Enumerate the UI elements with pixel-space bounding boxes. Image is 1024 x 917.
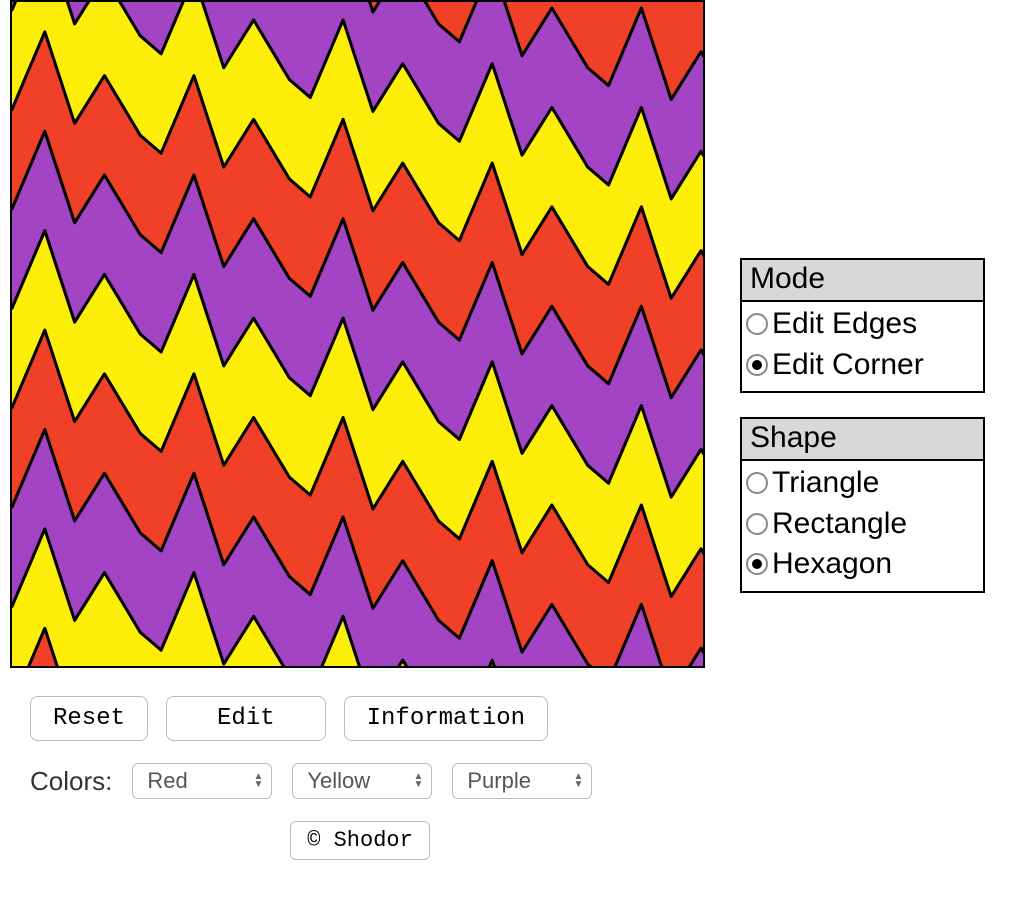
radio-icon: [746, 513, 768, 535]
color-select-2-value: Yellow: [307, 768, 370, 794]
shape-panel-title: Shape: [742, 419, 983, 461]
mode-panel-body: Edit EdgesEdit Corner: [742, 302, 983, 391]
mode-option-label: Edit Corner: [772, 345, 924, 386]
shape-panel-body: TriangleRectangleHexagon: [742, 461, 983, 591]
mode-option-label: Edit Edges: [772, 304, 917, 345]
radio-icon: [746, 553, 768, 575]
stepper-icon: [573, 773, 583, 789]
colors-label: Colors:: [30, 766, 112, 797]
radio-icon: [746, 354, 768, 376]
color-select-1-value: Red: [147, 768, 187, 794]
edit-button[interactable]: Edit: [166, 696, 326, 741]
color-select-1[interactable]: Red: [132, 763, 272, 799]
stepper-icon: [413, 773, 423, 789]
tessellation-svg: [12, 2, 703, 666]
main-area: Reset Edit Information Colors: Red Yello…: [10, 0, 710, 860]
shape-option-rectangle[interactable]: Rectangle: [746, 504, 979, 545]
shape-option-label: Rectangle: [772, 504, 907, 545]
reset-button[interactable]: Reset: [30, 696, 148, 741]
copyright-button[interactable]: © Shodor: [290, 821, 430, 860]
mode-option-edit-edges[interactable]: Edit Edges: [746, 304, 979, 345]
color-select-3[interactable]: Purple: [452, 763, 592, 799]
button-row: Reset Edit Information: [10, 696, 710, 741]
color-select-3-value: Purple: [467, 768, 531, 794]
color-select-2[interactable]: Yellow: [292, 763, 432, 799]
mode-option-edit-corner[interactable]: Edit Corner: [746, 345, 979, 386]
shape-option-triangle[interactable]: Triangle: [746, 463, 979, 504]
side-panels: Mode Edit EdgesEdit Corner Shape Triangl…: [740, 258, 985, 617]
footer-row: © Shodor: [10, 821, 710, 860]
shape-panel: Shape TriangleRectangleHexagon: [740, 417, 985, 593]
shape-option-hexagon[interactable]: Hexagon: [746, 544, 979, 585]
tessellation-canvas[interactable]: [10, 0, 705, 668]
stepper-icon: [253, 773, 263, 789]
radio-icon: [746, 313, 768, 335]
shape-option-label: Hexagon: [772, 544, 892, 585]
information-button[interactable]: Information: [344, 696, 548, 741]
radio-icon: [746, 472, 768, 494]
mode-panel-title: Mode: [742, 260, 983, 302]
shape-option-label: Triangle: [772, 463, 879, 504]
mode-panel: Mode Edit EdgesEdit Corner: [740, 258, 985, 393]
colors-row: Colors: Red Yellow Purple: [10, 763, 710, 799]
